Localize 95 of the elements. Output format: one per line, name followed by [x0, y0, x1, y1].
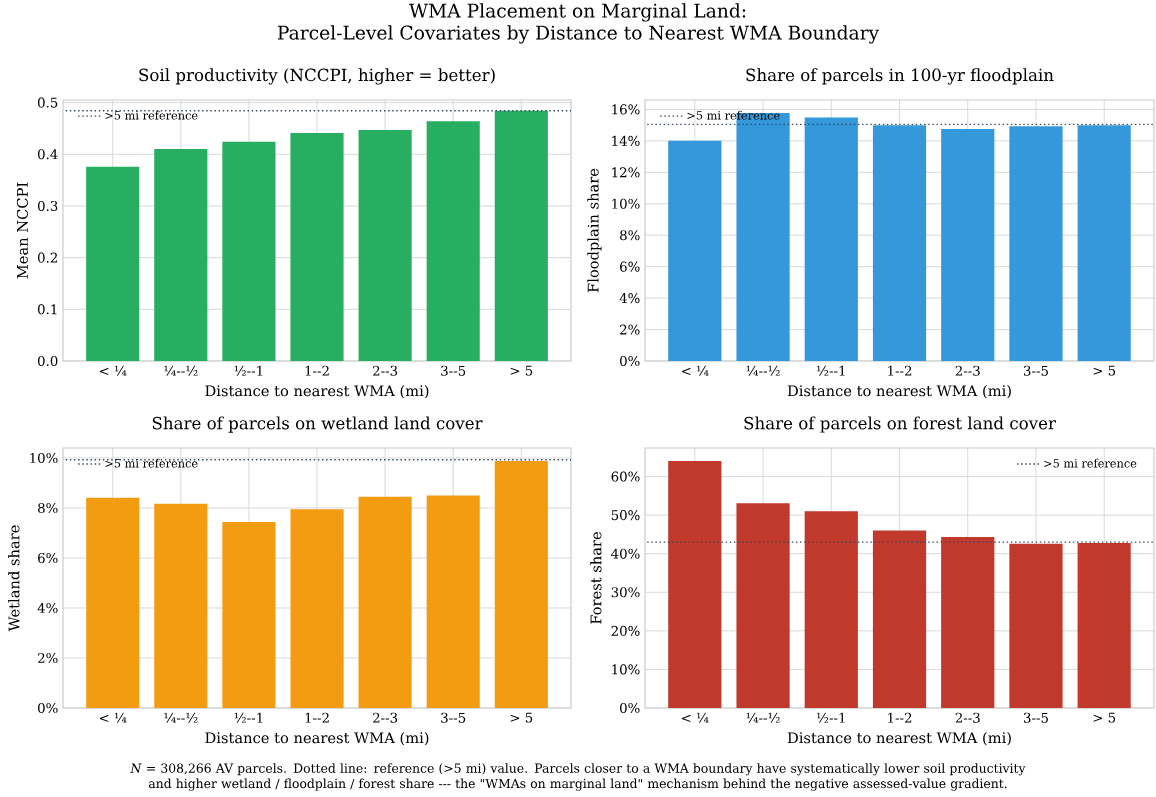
y-tick-label: 60% — [611, 471, 640, 482]
y-tick-label: 50% — [611, 510, 640, 521]
bar — [494, 461, 548, 708]
bar — [941, 537, 995, 708]
bar — [154, 503, 208, 708]
x-tick-label: 3--5 — [441, 365, 466, 376]
x-tick-label: 2--3 — [373, 712, 398, 723]
x-tick-label: 2--3 — [373, 365, 398, 376]
x-tick-label: ½--1 — [234, 365, 263, 376]
x-tick-label: 3--5 — [1024, 365, 1048, 376]
x-tick-label: > 5 — [510, 365, 533, 376]
x-tick-label: 1--2 — [888, 712, 912, 723]
x-tick-label: > 5 — [1093, 365, 1116, 376]
chart-title: Share of parcels on wetland land cover — [152, 416, 483, 433]
y-axis-title: Floodplain share — [587, 168, 602, 293]
bar — [290, 509, 344, 708]
y-tick-label: 14% — [612, 135, 640, 146]
y-tick-label: 4% — [619, 293, 640, 304]
y-tick-label: 0.0 — [37, 355, 58, 367]
x-tick-label: < ¼ — [682, 365, 709, 376]
x-axis-title: Distance to nearest WMA (mi) — [205, 384, 429, 399]
x-tick-label: ½--1 — [234, 712, 263, 723]
y-tick-label: 2% — [38, 652, 58, 664]
x-axis-title: Distance to nearest WMA (mi) — [787, 731, 1011, 746]
y-tick-label: 0.4 — [37, 149, 58, 160]
x-tick-label: ½--1 — [817, 365, 845, 376]
y-tick-label: 0.2 — [37, 252, 57, 263]
y-tick-label: 6% — [620, 261, 640, 272]
text: N = 308,266 AV parcels. Dotted line: reference (>5 mi) value. Parcels closer to a WMA boundary have systematically lower soil productivity and higher wetland / floodplain / forest share --- the "WMAs on marginal land" mechanism behind the negative assessed-value gradient. — [130, 763, 1026, 791]
bar — [872, 530, 927, 708]
x-tick-label: 1--2 — [305, 365, 329, 376]
x-tick-label: ¼--½ — [746, 712, 780, 723]
bar — [358, 129, 412, 361]
x-tick-label: < ¼ — [99, 712, 127, 723]
bar — [290, 133, 344, 361]
y-tick-label: 12% — [612, 167, 640, 178]
chart-title: Soil productivity (NCCPI, higher = better) — [139, 68, 495, 85]
y-tick-label: 0.5 — [37, 97, 58, 108]
ref-line-label: >5 mi reference — [105, 458, 198, 468]
y-tick-label: 0.3 — [37, 200, 58, 211]
y-tick-label: 0% — [620, 355, 640, 367]
bar — [1077, 542, 1131, 708]
y-tick-label: 10% — [612, 198, 640, 209]
bar — [804, 511, 858, 708]
bar — [86, 166, 140, 361]
y-tick-label: 30% — [611, 587, 640, 598]
x-tick-label: 2--3 — [955, 712, 980, 723]
bar — [494, 110, 548, 361]
y-tick-label: 10% — [30, 452, 58, 464]
y-axis-title: Mean NCCPI — [16, 182, 28, 279]
y-tick-label: 6% — [38, 552, 58, 564]
y-tick-label: 40% — [611, 548, 640, 559]
x-tick-label: 3--5 — [441, 712, 466, 723]
ref-line-label: >5 mi reference — [105, 110, 198, 120]
legend-label: >5 mi reference — [1044, 458, 1137, 468]
x-tick-label: ¼--½ — [746, 365, 780, 376]
y-tick-label: 8% — [38, 502, 58, 514]
y-tick-label: 0.1 — [37, 304, 57, 315]
y-tick-label: 20% — [611, 625, 640, 636]
x-axis-title: Distance to nearest WMA (mi) — [787, 384, 1011, 399]
bar — [86, 497, 140, 708]
y-axis-title: Wetland share — [8, 525, 20, 632]
chart-title: Share of parcels in 100-yr floodplain — [746, 68, 1054, 85]
x-tick-label: ¼--½ — [164, 365, 198, 376]
y-tick-label: 2% — [620, 324, 640, 335]
y-tick-label: 4% — [37, 602, 58, 614]
bar — [222, 141, 276, 361]
bar — [358, 496, 412, 708]
y-tick-label: 0% — [38, 702, 58, 714]
bar — [668, 461, 722, 708]
x-tick-label: < ¼ — [99, 365, 127, 376]
x-tick-label: > 5 — [510, 712, 533, 723]
x-tick-label: ¼--½ — [164, 712, 198, 723]
x-axis-title: Distance to nearest WMA (mi) — [205, 731, 429, 746]
text: Parcel-Level Covariates by Distance to Nearest WMA Boundary — [277, 25, 880, 44]
x-tick-label: < ¼ — [682, 712, 709, 723]
y-tick-label: 16% — [612, 104, 640, 115]
y-tick-label: 10% — [612, 664, 640, 675]
x-tick-label: 2--3 — [955, 365, 980, 376]
bar — [154, 149, 208, 361]
bar — [1009, 543, 1063, 708]
bar — [736, 503, 790, 708]
x-tick-label: ½--1 — [817, 712, 845, 723]
x-tick-label: 3--5 — [1024, 712, 1048, 723]
x-tick-label: 1--2 — [888, 365, 912, 376]
x-tick-label: 1--2 — [305, 712, 329, 723]
y-tick-label: 8% — [620, 230, 640, 241]
text: WMA Placement on Marginal Land: — [408, 3, 746, 22]
bar — [222, 522, 276, 708]
x-tick-label: > 5 — [1093, 712, 1116, 723]
chart-title: Share of parcels on forest land cover — [744, 416, 1056, 433]
y-tick-label: 0% — [620, 702, 640, 714]
bar — [426, 121, 480, 361]
y-axis-title: Forest share — [590, 532, 602, 624]
bar — [426, 495, 480, 708]
